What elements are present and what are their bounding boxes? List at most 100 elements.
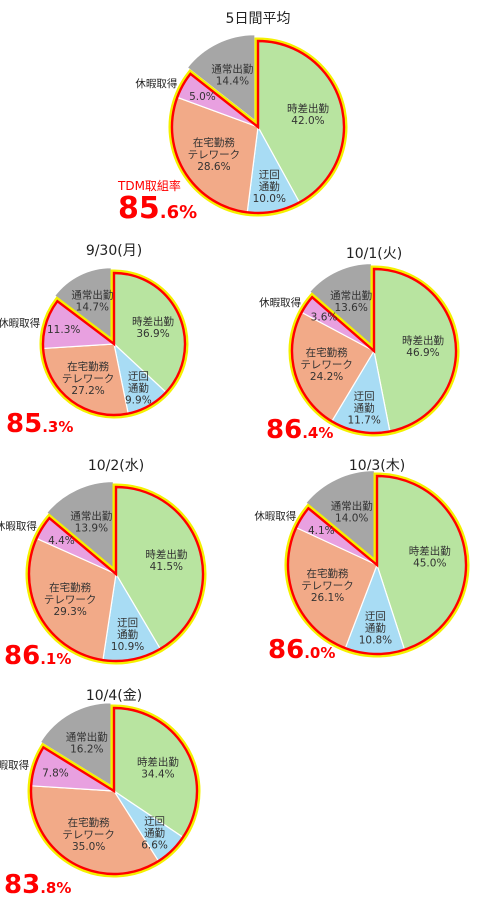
category-label: 時差出勤 <box>145 548 187 561</box>
pie-slice-通常出勤 <box>186 34 256 122</box>
category-label: 休暇取得 <box>259 297 301 309</box>
value-label: 34.4% <box>141 769 174 781</box>
value-label: 13.6% <box>334 302 367 314</box>
tdm-rate-main: 83 <box>4 870 40 900</box>
value-label: 28.6% <box>197 161 230 173</box>
category-label: 休暇取得 <box>135 78 177 90</box>
tdm-rate-decimal: .3% <box>42 418 73 436</box>
category-label: 在宅勤務 <box>49 581 91 594</box>
category-label: 迂回 <box>117 617 138 629</box>
tdm-rate-decimal: .8% <box>40 879 71 897</box>
value-label: 41.5% <box>150 561 183 573</box>
slice-label: 時差出勤 34.4% <box>137 756 179 781</box>
category-label: テレワーク <box>188 149 241 161</box>
tdm-highlight-inner <box>170 39 346 215</box>
chart-title: 10/3(木) <box>349 458 405 474</box>
pie-slice-通常出勤 <box>45 480 115 570</box>
tdm-rate-main: 86 <box>4 641 40 671</box>
tdm-rate: 85.6% <box>118 191 197 226</box>
tdm-rate-decimal: .6% <box>160 202 197 223</box>
slice-label: 時差出勤 46.9% <box>402 334 444 359</box>
category-label: 在宅勤務 <box>67 360 109 373</box>
category-label: 時差出勤 <box>402 334 444 347</box>
category-label: 在宅勤務 <box>307 567 349 580</box>
category-label: 迂回 <box>128 370 149 382</box>
category-label: 通常出勤 <box>331 499 373 512</box>
slice-label: 迂回通勤 10.0% <box>253 169 286 205</box>
category-label: テレワーク <box>44 594 97 606</box>
category-label: 通勤 <box>128 381 149 394</box>
chart-title: 10/4(金) <box>86 688 142 704</box>
value-label: 13.9% <box>75 522 108 534</box>
pie-chart-2: 9/30(月) 時差出勤 36.9% 迂回通勤 9.9% 在宅勤務テレワーク 27.2% 11… <box>0 243 189 439</box>
category-label: 休暇取得 <box>0 521 37 533</box>
chart-title: 5日間平均 <box>226 11 291 27</box>
category-label: 通勤 <box>365 621 386 634</box>
value-label: 9.9% <box>125 394 152 406</box>
category-label: 通常出勤 <box>330 289 372 302</box>
value-label: 46.9% <box>406 347 439 359</box>
tdm-label: TDM取組率 <box>117 178 181 193</box>
category-label: 在宅勤務 <box>68 816 110 829</box>
tdm-rate-main: 85 <box>118 191 160 226</box>
tdm-highlight-inner <box>27 485 205 663</box>
slice-label: 通常出勤 13.9% <box>70 509 112 534</box>
value-label: 36.9% <box>136 328 169 340</box>
value-label: 5.0% <box>189 91 216 103</box>
value-label: 6.6% <box>141 840 168 852</box>
slice-label: 在宅勤務テレワーク 28.6% <box>188 136 241 173</box>
value-label: 10.8% <box>359 634 392 646</box>
slice-label: 通常出勤 14.7% <box>71 288 113 313</box>
category-label: テレワーク <box>62 373 115 385</box>
value-label: 24.2% <box>310 371 343 383</box>
value-label: 7.8% <box>42 767 69 779</box>
pie-slice-通常出勤 <box>308 262 373 347</box>
value-label: 11.3% <box>47 324 80 336</box>
slice-label: 迂回通勤 11.7% <box>347 391 380 427</box>
chart-title: 9/30(月) <box>86 243 142 259</box>
slice-label: 迂回通勤 6.6% <box>141 816 168 852</box>
tdm-highlight-inner <box>41 271 187 417</box>
tdm-rate: 86.0% <box>268 635 335 665</box>
value-label: 26.1% <box>311 592 344 604</box>
tdm-rate-main: 85 <box>6 409 42 439</box>
category-label: テレワーク <box>301 580 354 592</box>
value-label: 16.2% <box>70 743 103 755</box>
category-label: テレワーク <box>300 359 353 371</box>
value-label: 29.3% <box>53 606 86 618</box>
category-label: 迂回 <box>144 816 165 828</box>
value-label: 27.2% <box>71 385 104 397</box>
slice-label: 在宅勤務テレワーク 27.2% <box>62 360 115 397</box>
tdm-rate: 86.1% <box>4 641 71 671</box>
tdm-rate-decimal: .4% <box>302 424 333 442</box>
tdm-rate: 86.4% <box>266 415 333 445</box>
category-label: 時差出勤 <box>287 102 329 115</box>
category-label: 通常出勤 <box>66 730 108 743</box>
category-label: 通勤 <box>354 402 375 415</box>
category-label: 在宅勤務 <box>193 136 235 149</box>
pie-slice-通常出勤 <box>39 702 112 787</box>
value-label: 4.4% <box>48 535 75 547</box>
value-label: 10.9% <box>111 641 144 653</box>
category-label: 通常出勤 <box>71 288 113 301</box>
pie-chart-6: 10/4(金) 時差出勤 34.4% 迂回通勤 6.6% 在宅勤務テレワーク 35.0% 7.… <box>0 688 201 900</box>
category-label: 迂回 <box>354 391 375 403</box>
tdm-rate-main: 86 <box>268 635 304 665</box>
slice-label: 通常出勤 13.6% <box>330 289 372 314</box>
category-label: 休暇取得 <box>0 317 40 329</box>
category-label: 通勤 <box>259 180 280 193</box>
category-label: テレワーク <box>62 829 115 841</box>
pie-chart-5: 10/3(木)時差出勤 45.0%迂回通勤 10.8%在宅勤務テレワーク 26.1%4… <box>254 458 470 665</box>
chart-title: 10/1(火) <box>346 246 402 262</box>
slice-label: 時差出勤 42.0% <box>287 102 329 127</box>
slice-label: 時差出勤 36.9% <box>132 315 174 340</box>
slice-label: 迂回通勤 10.8% <box>359 610 392 646</box>
slice-label: 在宅勤務テレワーク 24.2% <box>300 346 353 383</box>
pie-slice-通常出勤 <box>53 267 112 340</box>
value-label: 10.0% <box>253 193 286 205</box>
value-label: 14.0% <box>335 512 368 524</box>
slice-label: 通常出勤 16.2% <box>66 730 108 755</box>
value-label: 45.0% <box>413 558 446 570</box>
category-label: 通常出勤 <box>70 509 112 522</box>
